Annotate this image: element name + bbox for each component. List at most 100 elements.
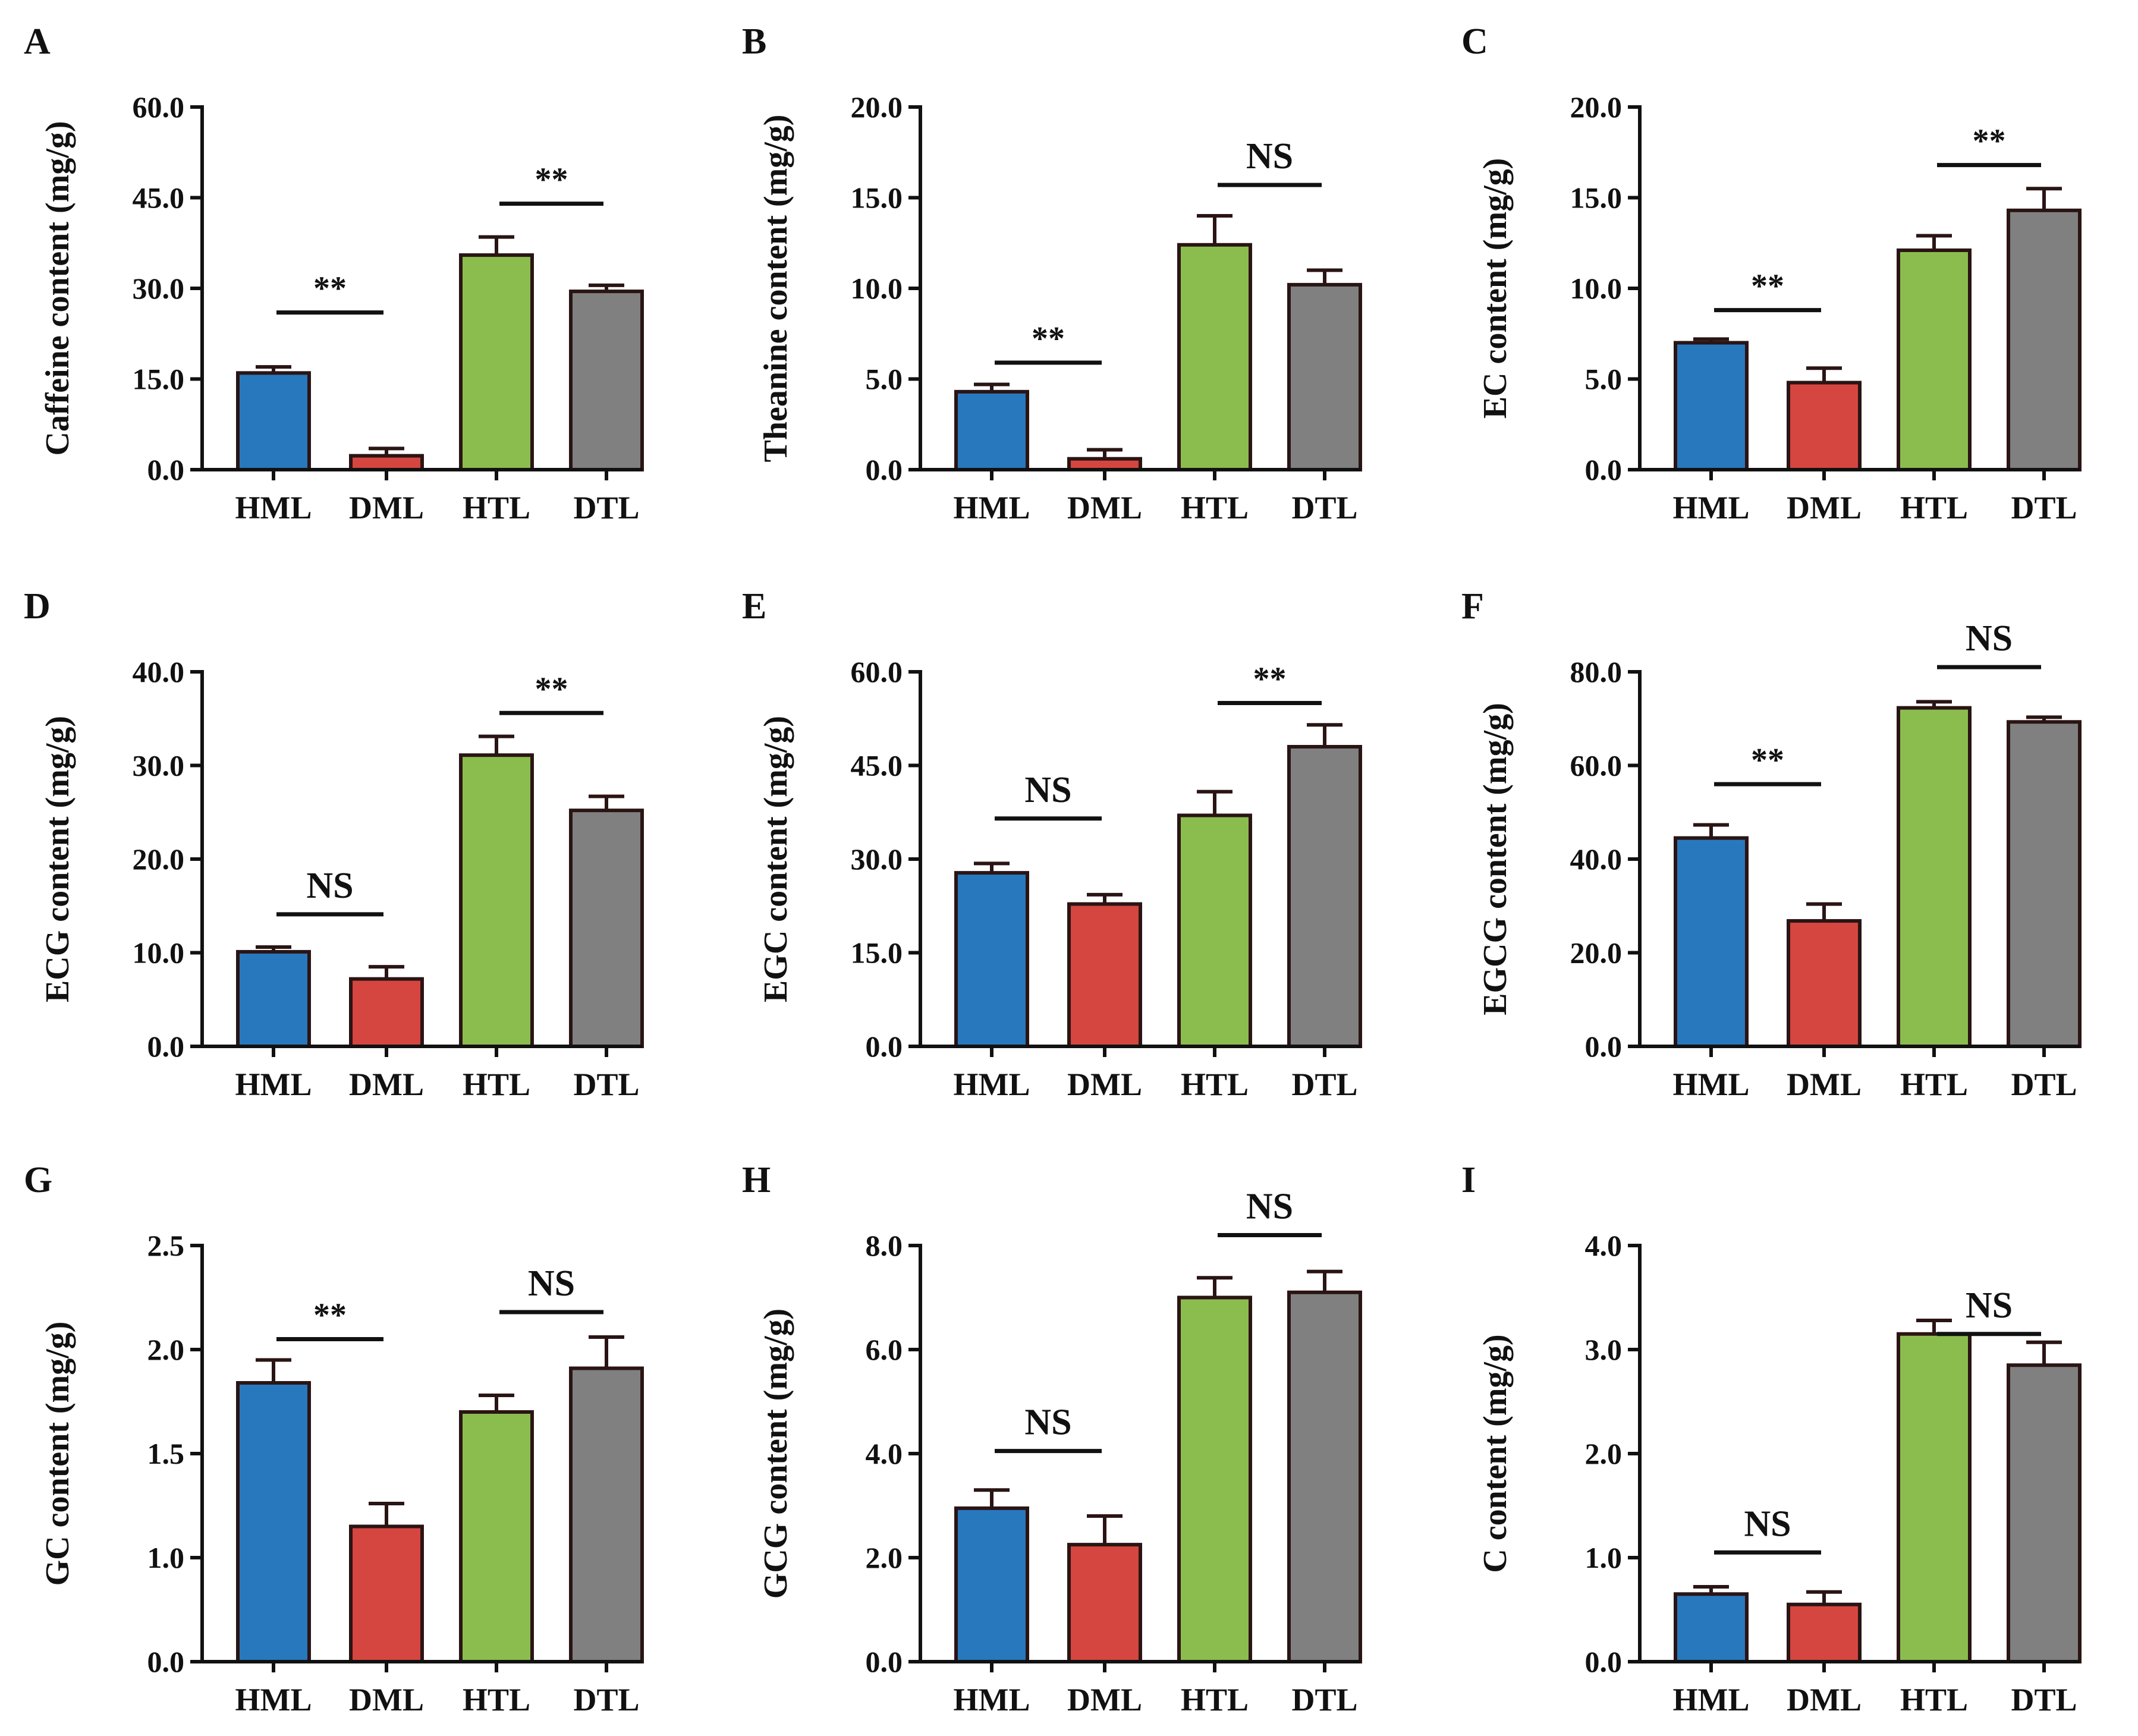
y-tick-label: 10.0	[851, 272, 903, 305]
bar-dtl	[2007, 720, 2082, 1048]
x-tick-label: HTL	[463, 490, 530, 526]
bar-htl	[1897, 248, 1972, 471]
panel-g: G GC content (mg/g) HML DML HTL DTL 0.0 1.0 1.5 2…	[24, 1160, 644, 1718]
x-tick-label: HML	[235, 1682, 312, 1718]
y-tick-label: 15.0	[851, 181, 903, 215]
x-tick-label: HTL	[1181, 1682, 1249, 1718]
y-tick-label: 5.0	[1585, 363, 1623, 396]
bar-dml	[349, 1524, 424, 1663]
y-tick-label: 4.0	[1585, 1229, 1623, 1262]
x-tick-label: HML	[1673, 1067, 1750, 1102]
y-tick-label: 2.0	[1585, 1437, 1623, 1470]
bar-dtl	[569, 809, 644, 1048]
x-tick-label: DML	[1067, 1067, 1142, 1102]
x-tick-label: DML	[1787, 1682, 1862, 1718]
y-tick-label: 10.0	[1570, 272, 1623, 305]
bar-dml	[1787, 1602, 1862, 1663]
y-tick-label: 2.0	[866, 1541, 903, 1574]
x-tick-label: HML	[235, 490, 312, 526]
y-tick-label: 60.0	[1570, 749, 1623, 782]
panel-letter: F	[1461, 586, 1484, 627]
y-tick-label: 80.0	[1570, 655, 1623, 688]
panel-letter: B	[742, 21, 766, 62]
significance-label: NS	[1744, 1504, 1791, 1544]
panel-i: I C content (mg/g) HML DML HTL DTL 0.0 1.0 2.0 3.…	[1461, 1160, 2082, 1718]
significance-label: NS	[1246, 136, 1293, 177]
y-tick-label: 6.0	[866, 1333, 903, 1366]
x-tick-label: HML	[954, 1067, 1030, 1102]
significance-label: **	[1032, 320, 1065, 357]
bar-dml	[1787, 919, 1862, 1048]
bar-htl	[1177, 1295, 1252, 1663]
significance-label: NS	[1966, 618, 2013, 659]
bar-dtl	[2007, 1363, 2082, 1663]
bar-dml	[349, 454, 424, 471]
significance-label: NS	[528, 1263, 575, 1304]
panel-c: C EC content (mg/g) HML DML HTL DTL 0.0 5.0 10.0…	[1461, 21, 2082, 526]
y-axis-label: GC content (mg/g)	[39, 1322, 76, 1586]
bar-dtl	[1287, 1290, 1362, 1663]
x-tick-label: HTL	[1181, 490, 1249, 526]
y-tick-label: 20.0	[1570, 90, 1623, 124]
y-tick-label: 60.0	[133, 90, 185, 124]
x-tick-label: DML	[349, 1682, 424, 1718]
y-axis-label: C content (mg/g)	[1477, 1334, 1514, 1573]
bar-dtl	[1287, 282, 1362, 471]
x-tick-label: HML	[954, 1682, 1030, 1718]
y-tick-label: 40.0	[133, 655, 185, 688]
y-tick-label: 1.0	[1585, 1541, 1623, 1574]
y-tick-label: 0.0	[866, 453, 903, 486]
bar-htl	[1177, 243, 1252, 471]
bar-dml	[1067, 1543, 1142, 1663]
x-tick-label: DTL	[573, 490, 639, 526]
panel-letter: G	[24, 1160, 52, 1200]
y-tick-label: 1.5	[147, 1437, 185, 1470]
panel-f: F EGCG content (mg/g) HML DML HTL DTL 0.0 20.0 4…	[1461, 586, 2082, 1102]
panel-letter: C	[1461, 21, 1488, 62]
panel-d: D ECG content (mg/g) HML DML HTL DTL 0.0 10.0 20…	[24, 586, 644, 1102]
x-tick-label: DTL	[2011, 1682, 2077, 1718]
bar-htl	[459, 1410, 534, 1663]
bar-htl	[1897, 1332, 1972, 1663]
bar-dtl	[569, 1366, 644, 1663]
significance-label: **	[535, 671, 568, 707]
x-tick-label: HTL	[1900, 1067, 1968, 1102]
y-tick-label: 0.0	[866, 1645, 903, 1678]
x-tick-label: DTL	[573, 1682, 639, 1718]
significance-label: **	[313, 1297, 347, 1334]
x-tick-label: DTL	[1291, 490, 1357, 526]
y-tick-label: 10.0	[133, 936, 185, 970]
significance-label: NS	[1246, 1187, 1293, 1227]
panel-letter: E	[742, 586, 766, 627]
x-tick-label: DTL	[1291, 1067, 1357, 1102]
x-tick-label: DTL	[2011, 490, 2077, 526]
y-axis-label: EGC content (mg/g)	[757, 716, 794, 1002]
y-tick-label: 30.0	[133, 749, 185, 782]
bar-hml	[954, 389, 1029, 471]
bar-hml	[1674, 836, 1749, 1048]
y-axis-label: EC content (mg/g)	[1477, 158, 1514, 419]
panel-letter: D	[24, 586, 51, 627]
y-tick-label: 15.0	[1570, 181, 1623, 215]
y-tick-label: 30.0	[851, 842, 903, 876]
y-tick-label: 30.0	[133, 272, 185, 305]
x-tick-label: DTL	[1291, 1682, 1357, 1718]
y-tick-label: 45.0	[133, 181, 185, 215]
significance-label: NS	[306, 866, 353, 906]
y-tick-label: 2.5	[147, 1229, 185, 1262]
y-axis-label: ECG content (mg/g)	[39, 716, 76, 1002]
x-tick-label: DML	[1067, 1682, 1142, 1718]
y-tick-label: 1.0	[147, 1541, 185, 1574]
y-axis-label: GCG content (mg/g)	[757, 1309, 794, 1599]
y-tick-label: 0.0	[147, 1645, 185, 1678]
x-tick-label: DML	[1787, 1067, 1862, 1102]
x-tick-label: HML	[1673, 1682, 1750, 1718]
x-tick-label: HTL	[1181, 1067, 1249, 1102]
significance-label: **	[313, 271, 347, 307]
y-tick-label: 15.0	[851, 936, 903, 970]
y-tick-label: 5.0	[866, 363, 903, 396]
bar-dtl	[569, 290, 644, 471]
bar-dml	[1787, 380, 1862, 471]
bar-htl	[459, 253, 534, 471]
